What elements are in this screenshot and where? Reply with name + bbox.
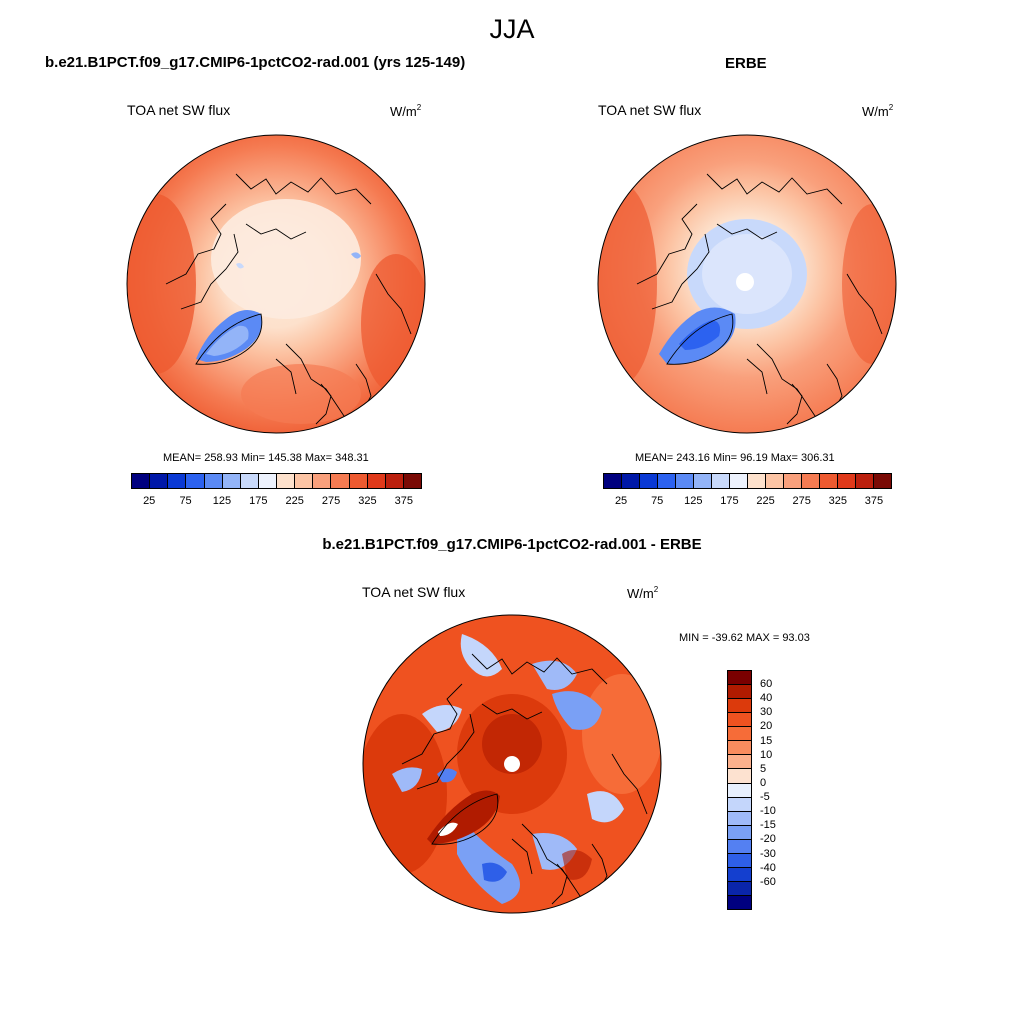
diff-colorbar-tick-label: -20 xyxy=(760,833,776,846)
obs-colorbar-swatch xyxy=(658,474,676,488)
model-colorbar-swatch xyxy=(258,474,277,488)
diff-colorbar-tick-label: 40 xyxy=(760,692,773,705)
diff-colorbar-swatch xyxy=(728,881,751,896)
model-colorbar-swatch xyxy=(132,474,151,488)
model-colorbar-tick-label: 275 xyxy=(321,495,341,507)
diff-colorbar-tick-label: 20 xyxy=(760,720,773,733)
diff-colorbar-swatch xyxy=(728,853,751,868)
diff-colorbar-tick-label: -30 xyxy=(760,847,776,860)
diff-colorbar-swatch xyxy=(728,713,751,728)
model-colorbar-swatch xyxy=(403,474,421,488)
obs-colorbar-swatch xyxy=(820,474,838,488)
model-colorbar-swatch xyxy=(295,474,314,488)
model-colorbar-swatch xyxy=(313,474,332,488)
obs-polar-map xyxy=(597,134,897,434)
diff-colorbar-swatch xyxy=(728,755,751,770)
obs-colorbar-swatch xyxy=(730,474,748,488)
diff-colorbar-swatch xyxy=(728,769,751,784)
diff-colorbar-tick-label: 30 xyxy=(760,706,773,719)
model-colorbar-tick-label: 375 xyxy=(394,495,413,507)
model-colorbar-swatch xyxy=(150,474,169,488)
obs-colorbar-swatch xyxy=(766,474,784,488)
diff-colorbar-tick-label: -10 xyxy=(760,805,776,818)
diff-colorbar-swatch xyxy=(728,685,751,700)
obs-colorbar-tick-label: 375 xyxy=(864,495,884,507)
model-colorbar-swatch xyxy=(331,474,350,488)
model-colorbar-swatch xyxy=(349,474,368,488)
model-colorbar-tick-label: 325 xyxy=(358,495,377,507)
obs-colorbar-swatch xyxy=(640,474,658,488)
figure-title: JJA xyxy=(489,14,535,44)
obs-colorbar-swatch xyxy=(694,474,712,488)
diff-polar-map xyxy=(362,614,662,914)
obs-variable-label: TOA net SW flux xyxy=(598,102,702,118)
diff-colorbar-swatch xyxy=(728,896,751,910)
obs-panel-title: ERBE xyxy=(725,55,767,72)
obs-colorbar xyxy=(603,473,892,489)
diff-colorbar-tick-label: 60 xyxy=(760,678,773,691)
diff-colorbar-tick-label: -60 xyxy=(760,875,776,888)
diff-colorbar-swatch xyxy=(728,825,751,840)
model-colorbar-swatch xyxy=(168,474,187,488)
obs-colorbar-swatch xyxy=(604,474,622,488)
diff-colorbar-tick-label: 0 xyxy=(760,776,767,789)
obs-colorbar-swatch xyxy=(784,474,802,488)
diff-colorbar-tick-label: 10 xyxy=(760,748,773,761)
obs-units-label: W/m2 xyxy=(862,103,894,119)
obs-colorbar-swatch xyxy=(802,474,820,488)
diff-colorbar-swatch xyxy=(728,839,751,854)
diff-colorbar-swatch xyxy=(728,671,751,686)
diff-colorbar-swatch xyxy=(728,867,751,882)
diff-panel-title: b.e21.B1PCT.f09_g17.CMIP6-1pctCO2-rad.00… xyxy=(322,536,702,553)
diff-stats: MIN = -39.62 MAX = 93.03 xyxy=(679,632,810,644)
obs-colorbar-swatch xyxy=(622,474,640,488)
model-colorbar-swatch xyxy=(277,474,296,488)
diff-colorbar-swatch xyxy=(728,797,751,812)
diff-colorbar-tick-label: -15 xyxy=(760,819,776,832)
obs-colorbar-tick-label: 25 xyxy=(614,495,628,507)
model-colorbar-swatch xyxy=(385,474,404,488)
obs-colorbar-swatch xyxy=(676,474,694,488)
diff-units-label: W/m2 xyxy=(627,585,659,601)
diff-colorbar-tick-label: 5 xyxy=(760,762,767,775)
diff-colorbar-tick-label: -5 xyxy=(760,791,770,804)
model-colorbar-swatch xyxy=(240,474,259,488)
model-colorbar-tick-label: 225 xyxy=(285,495,304,507)
diff-colorbar-swatch xyxy=(728,783,751,798)
obs-colorbar-tick-label: 75 xyxy=(651,495,664,507)
obs-colorbar-swatch xyxy=(748,474,766,488)
obs-stats: MEAN= 243.16 Min= 96.19 Max= 306.31 xyxy=(635,452,835,464)
model-variable-label: TOA net SW flux xyxy=(127,102,231,118)
obs-colorbar-tick-label: 275 xyxy=(792,495,811,507)
obs-colorbar-swatch xyxy=(874,474,891,488)
obs-colorbar-tick-label: 125 xyxy=(684,495,703,507)
diff-variable-label: TOA net SW flux xyxy=(362,584,466,600)
model-colorbar-tick-label: 125 xyxy=(212,495,232,507)
obs-colorbar-swatch xyxy=(712,474,730,488)
diff-colorbar-swatch xyxy=(728,741,751,756)
model-polar-map xyxy=(126,134,426,434)
diff-colorbar-swatch xyxy=(728,727,751,742)
model-colorbar xyxy=(131,473,422,489)
model-colorbar-tick-label: 175 xyxy=(249,495,268,507)
model-units-label: W/m2 xyxy=(390,103,422,119)
obs-colorbar-swatch xyxy=(856,474,874,488)
obs-colorbar-tick-label: 225 xyxy=(756,495,775,507)
obs-colorbar-tick-label: 325 xyxy=(828,495,847,507)
obs-colorbar-tick-label: 175 xyxy=(720,495,739,507)
diff-colorbar-swatch xyxy=(728,699,751,714)
model-panel-title: b.e21.B1PCT.f09_g17.CMIP6-1pctCO2-rad.00… xyxy=(45,54,466,71)
model-colorbar-swatch xyxy=(204,474,223,488)
model-colorbar-tick-label: 25 xyxy=(143,495,156,507)
model-colorbar-swatch xyxy=(222,474,241,488)
diff-colorbar-tick-label: 15 xyxy=(760,734,773,747)
diff-colorbar xyxy=(727,670,752,910)
model-colorbar-swatch xyxy=(367,474,386,488)
diff-colorbar-swatch xyxy=(728,811,751,826)
obs-colorbar-swatch xyxy=(838,474,856,488)
model-colorbar-swatch xyxy=(186,474,205,488)
model-stats: MEAN= 258.93 Min= 145.38 Max= 348.31 xyxy=(163,452,369,464)
diff-colorbar-tick-label: -40 xyxy=(760,861,776,874)
model-colorbar-tick-label: 75 xyxy=(179,495,192,507)
